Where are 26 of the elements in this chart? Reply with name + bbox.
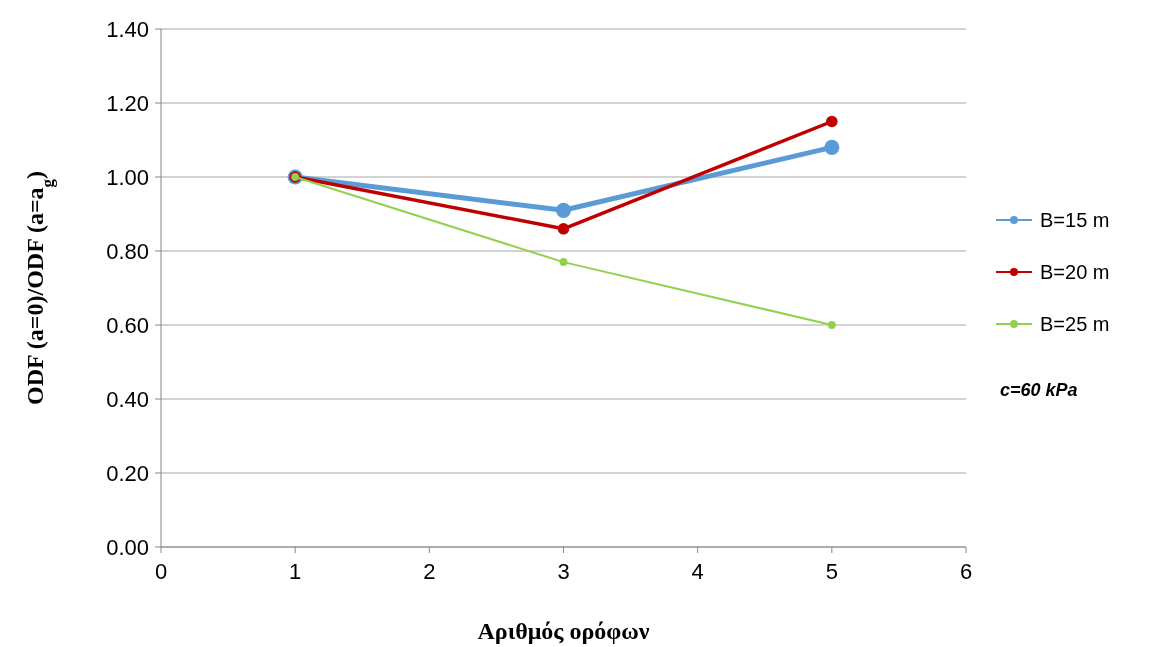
point xyxy=(824,139,840,155)
legend-label: B=20 m xyxy=(1040,261,1110,283)
x-tick-label: 3 xyxy=(557,559,570,584)
x-tick-label: 1 xyxy=(289,559,302,584)
text: c=60 kPa xyxy=(1000,380,1078,400)
point xyxy=(555,202,572,218)
point xyxy=(826,115,838,128)
point xyxy=(557,223,570,235)
x-axis-title: Αριθμός ορόφων xyxy=(477,618,650,644)
y-tick-label: 0.00 xyxy=(106,534,149,560)
x-tick-label: 0 xyxy=(154,559,168,584)
y-tick-label: 1.40 xyxy=(106,16,149,42)
x-tick-label: 6 xyxy=(959,559,973,584)
legend-label: B=25 m xyxy=(1040,313,1110,335)
x-tick-label: 4 xyxy=(691,559,704,584)
y-tick-label: 1.00 xyxy=(106,164,149,190)
y-tick-label: 0.60 xyxy=(106,312,149,338)
y-tick-label: 0.20 xyxy=(106,460,149,486)
point xyxy=(827,321,836,329)
x-tick-label: 5 xyxy=(825,559,838,584)
x-tick-label: 2 xyxy=(423,559,436,584)
y-tick-label: 0.40 xyxy=(106,386,149,412)
point xyxy=(559,258,568,267)
legend-label: B=15 m xyxy=(1040,209,1110,231)
y-tick-label: 0.80 xyxy=(106,238,149,264)
y-tick-label: 1.20 xyxy=(106,90,149,116)
